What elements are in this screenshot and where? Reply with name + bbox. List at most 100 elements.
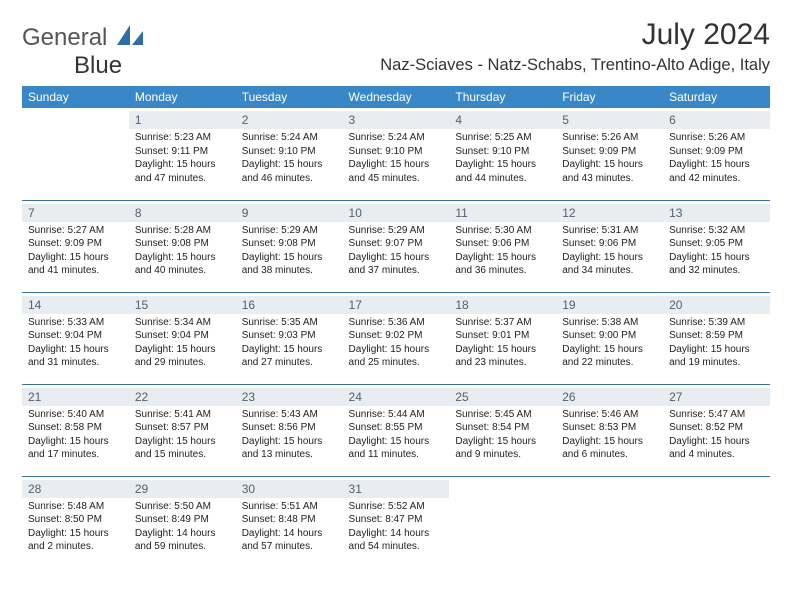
sunset-text: Sunset: 9:11 PM xyxy=(135,145,230,159)
sunset-text: Sunset: 9:03 PM xyxy=(242,329,337,343)
day-number: 18 xyxy=(449,296,556,314)
calendar-row: 21 Sunrise: 5:40 AMSunset: 8:58 PM Dayligh… xyxy=(22,384,770,476)
month-title: July 2024 xyxy=(380,18,770,52)
day-number: 27 xyxy=(663,388,770,406)
sunset-text: Sunset: 9:04 PM xyxy=(135,329,230,343)
calendar-cell: 26Sunrise: 5:46 AMSunset: 8:53 PMDayligh… xyxy=(556,384,663,476)
day-number: 31 xyxy=(343,480,450,498)
daylight-text: Daylight: 15 hours and 38 minutes. xyxy=(242,251,337,278)
daylight-text: Daylight: 15 hours and 25 minutes. xyxy=(349,343,444,370)
daylight-text: Daylight: 15 hours and 9 minutes. xyxy=(455,435,550,462)
calendar-cell: 6Sunrise: 5:26 AMSunset: 9:09 PMDaylight… xyxy=(663,108,770,200)
calendar-cell: 16Sunrise: 5:35 AMSunset: 9:03 PMDayligh… xyxy=(236,292,343,384)
calendar-cell: 3 Sunrise: 5:24 AMSunset: 9:10 PMDaylight… xyxy=(343,108,450,200)
daylight-text: Daylight: 15 hours and 36 minutes. xyxy=(455,251,550,278)
calendar-cell: 25Sunrise: 5:45 AMSunset: 8:54 PMDayligh… xyxy=(449,384,556,476)
sunrise-text: Sunrise: 5:27 AM xyxy=(28,224,123,238)
sail-icon xyxy=(117,25,143,45)
calendar-cell xyxy=(556,476,663,568)
daylight-text: Daylight: 15 hours and 6 minutes. xyxy=(562,435,657,462)
calendar-table: SundayMondayTuesdayWednesdayThursdayFrid… xyxy=(22,86,770,568)
sunrise-text: Sunrise: 5:34 AM xyxy=(135,316,230,330)
calendar-cell: 12Sunrise: 5:31 AMSunset: 9:06 PMDayligh… xyxy=(556,200,663,292)
sunset-text: Sunset: 9:07 PM xyxy=(349,237,444,251)
calendar-cell: 24Sunrise: 5:44 AMSunset: 8:55 PMDayligh… xyxy=(343,384,450,476)
sunrise-text: Sunrise: 5:51 AM xyxy=(242,500,337,514)
daylight-text: Daylight: 15 hours and 29 minutes. xyxy=(135,343,230,370)
day-number: 12 xyxy=(556,204,663,222)
sunset-text: Sunset: 8:48 PM xyxy=(242,513,337,527)
sunset-text: Sunset: 9:01 PM xyxy=(455,329,550,343)
sunrise-text: Sunrise: 5:39 AM xyxy=(669,316,764,330)
sunrise-text: Sunrise: 5:37 AM xyxy=(455,316,550,330)
calendar-cell: 7Sunrise: 5:27 AMSunset: 9:09 PMDaylight… xyxy=(22,200,129,292)
day-number: 22 xyxy=(129,388,236,406)
sunrise-text: Sunrise: 5:25 AM xyxy=(455,131,550,145)
day-number: 21 xyxy=(22,388,129,406)
sunset-text: Sunset: 8:50 PM xyxy=(28,513,123,527)
sunset-text: Sunset: 8:54 PM xyxy=(455,421,550,435)
day-number: 3 xyxy=(343,111,450,129)
sunrise-text: Sunrise: 5:45 AM xyxy=(455,408,550,422)
daylight-text: Daylight: 14 hours and 59 minutes. xyxy=(135,527,230,554)
day-number: 7 xyxy=(22,204,129,222)
day-number: 2 xyxy=(236,111,343,129)
sunrise-text: Sunrise: 5:35 AM xyxy=(242,316,337,330)
sunset-text: Sunset: 9:10 PM xyxy=(349,145,444,159)
sunset-text: Sunset: 8:53 PM xyxy=(562,421,657,435)
sunrise-text: Sunrise: 5:40 AM xyxy=(28,408,123,422)
calendar-cell: 29Sunrise: 5:50 AMSunset: 8:49 PMDayligh… xyxy=(129,476,236,568)
daylight-text: Daylight: 15 hours and 46 minutes. xyxy=(242,158,337,185)
daylight-text: Daylight: 15 hours and 47 minutes. xyxy=(135,158,230,185)
daylight-text: Daylight: 15 hours and 13 minutes. xyxy=(242,435,337,462)
day-number: 15 xyxy=(129,296,236,314)
calendar-cell: 10Sunrise: 5:29 AMSunset: 9:07 PMDayligh… xyxy=(343,200,450,292)
day-number: 11 xyxy=(449,204,556,222)
day-number: 5 xyxy=(556,111,663,129)
sunrise-text: Sunrise: 5:50 AM xyxy=(135,500,230,514)
sunrise-text: Sunrise: 5:43 AM xyxy=(242,408,337,422)
logo-text-1: General xyxy=(22,24,107,51)
sunset-text: Sunset: 9:05 PM xyxy=(669,237,764,251)
sunset-text: Sunset: 8:59 PM xyxy=(669,329,764,343)
sunset-text: Sunset: 9:10 PM xyxy=(455,145,550,159)
daylight-text: Daylight: 15 hours and 45 minutes. xyxy=(349,158,444,185)
day-header: Sunday xyxy=(22,86,129,108)
calendar-row: 28Sunrise: 5:48 AMSunset: 8:50 PMDayligh… xyxy=(22,476,770,568)
sunset-text: Sunset: 8:58 PM xyxy=(28,421,123,435)
sunset-text: Sunset: 8:52 PM xyxy=(669,421,764,435)
sunrise-text: Sunrise: 5:24 AM xyxy=(349,131,444,145)
day-number: 8 xyxy=(129,204,236,222)
calendar-cell: 21Sunrise: 5:40 AMSunset: 8:58 PMDayligh… xyxy=(22,384,129,476)
day-number: 13 xyxy=(663,204,770,222)
daylight-text: Daylight: 15 hours and 40 minutes. xyxy=(135,251,230,278)
daylight-text: Daylight: 15 hours and 2 minutes. xyxy=(28,527,123,554)
day-number: 10 xyxy=(343,204,450,222)
sunrise-text: Sunrise: 5:26 AM xyxy=(669,131,764,145)
sunrise-text: Sunrise: 5:29 AM xyxy=(349,224,444,238)
day-number: 17 xyxy=(343,296,450,314)
sunrise-text: Sunrise: 5:36 AM xyxy=(349,316,444,330)
sunrise-text: Sunrise: 5:44 AM xyxy=(349,408,444,422)
sunset-text: Sunset: 9:09 PM xyxy=(669,145,764,159)
sunrise-text: Sunrise: 5:26 AM xyxy=(562,131,657,145)
day-number: 20 xyxy=(663,296,770,314)
sunrise-text: Sunrise: 5:30 AM xyxy=(455,224,550,238)
sunrise-text: Sunrise: 5:52 AM xyxy=(349,500,444,514)
sunset-text: Sunset: 8:56 PM xyxy=(242,421,337,435)
day-number: 23 xyxy=(236,388,343,406)
calendar-cell: 11Sunrise: 5:30 AMSunset: 9:06 PMDayligh… xyxy=(449,200,556,292)
day-header: Friday xyxy=(556,86,663,108)
day-header: Saturday xyxy=(663,86,770,108)
calendar-cell: 8Sunrise: 5:28 AMSunset: 9:08 PMDaylight… xyxy=(129,200,236,292)
day-number: 1 xyxy=(129,111,236,129)
daylight-text: Daylight: 15 hours and 41 minutes. xyxy=(28,251,123,278)
sunset-text: Sunset: 9:06 PM xyxy=(562,237,657,251)
daylight-text: Daylight: 15 hours and 11 minutes. xyxy=(349,435,444,462)
page-header: General Blue July 2024 Naz-Sciaves - Nat… xyxy=(22,18,770,80)
sunrise-text: Sunrise: 5:46 AM xyxy=(562,408,657,422)
calendar-cell: 9Sunrise: 5:29 AMSunset: 9:08 PMDaylight… xyxy=(236,200,343,292)
daylight-text: Daylight: 14 hours and 54 minutes. xyxy=(349,527,444,554)
sunrise-text: Sunrise: 5:23 AM xyxy=(135,131,230,145)
calendar-cell xyxy=(663,476,770,568)
